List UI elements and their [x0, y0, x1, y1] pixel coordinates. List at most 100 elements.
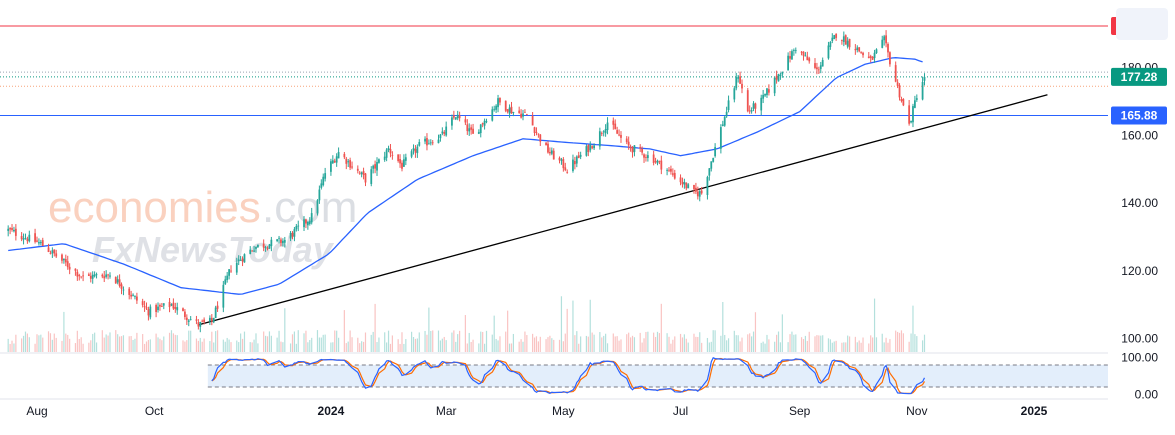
candle-body: [34, 233, 36, 242]
time-tick-label: May: [552, 404, 575, 418]
candle-body: [78, 275, 81, 277]
candle-body: [356, 168, 359, 171]
candle-body: [867, 56, 870, 59]
candle-body: [585, 146, 588, 156]
candle-body: [310, 213, 313, 223]
candle-body: [600, 132, 603, 134]
candle-body: [695, 187, 697, 192]
candle-body: [51, 250, 54, 254]
candle-body: [212, 317, 215, 323]
candle-body: [343, 153, 346, 158]
candle-body: [558, 157, 561, 161]
candle-body: [105, 274, 108, 277]
stochastic-lines: [211, 357, 926, 395]
candle-body: [239, 259, 242, 261]
candle-body: [134, 295, 136, 297]
candle-body: [827, 45, 830, 59]
candle-body: [331, 160, 334, 164]
time-tick-label: 2024: [318, 404, 345, 418]
candle-body: [22, 238, 25, 240]
watermark-fxnewstoday: FxNewsToday: [92, 229, 335, 270]
candle-body: [345, 158, 348, 164]
trendline-group[interactable]: [198, 94, 1048, 326]
candle-body: [157, 306, 159, 311]
candle-body: [710, 161, 713, 169]
candle-body: [687, 184, 690, 189]
candle-body: [61, 254, 63, 261]
candle-body: [66, 261, 69, 268]
candle-body: [714, 147, 717, 157]
candle-body: [477, 131, 480, 134]
candle-body: [424, 138, 426, 142]
candle-body: [483, 120, 486, 126]
candle-body: [506, 109, 509, 112]
candle-body: [280, 239, 282, 243]
candle-body: [281, 240, 284, 244]
candle-body: [410, 151, 413, 157]
candle-body: [564, 167, 567, 171]
candle-body: [216, 305, 219, 309]
candle-body: [427, 143, 430, 145]
candle-body: [896, 82, 899, 86]
time-tick-label: Sep: [789, 404, 811, 418]
candle-body: [468, 128, 471, 132]
candle-body: [787, 55, 790, 71]
candle-body: [64, 258, 67, 263]
candle-body: [566, 171, 569, 173]
candle-body: [673, 172, 676, 179]
candle-body: [912, 106, 914, 123]
candle-body: [297, 225, 300, 227]
candle-body: [147, 308, 150, 316]
candle-body: [760, 97, 763, 111]
candles: [7, 30, 926, 333]
candle-body: [128, 288, 131, 295]
chart-menu-button[interactable]: [1116, 8, 1168, 40]
candle-body: [470, 127, 473, 130]
candle-body: [24, 238, 27, 239]
candle-body: [337, 152, 340, 159]
candle-body: [733, 88, 736, 100]
candle-body: [295, 226, 298, 230]
candle-body: [921, 81, 924, 100]
candle-body: [840, 39, 843, 41]
trendline[interactable]: [198, 94, 1048, 326]
candle-body: [547, 143, 549, 153]
candle-body: [399, 159, 401, 164]
candle-body: [426, 138, 428, 146]
candle-body: [270, 239, 273, 247]
candle-body: [162, 303, 165, 306]
candle-body: [47, 247, 50, 253]
candle-body: [779, 75, 782, 76]
candle-body: [195, 319, 198, 321]
candle-body: [627, 141, 630, 146]
candle-body: [107, 274, 109, 276]
candle-body: [589, 144, 592, 151]
candle-body: [792, 50, 795, 51]
candle-body: [645, 157, 647, 158]
candle-body: [889, 52, 891, 65]
candle-body: [170, 304, 173, 306]
candle-body: [374, 164, 376, 169]
candle-body: [174, 307, 177, 310]
candle-body: [913, 100, 916, 108]
candle-body: [646, 155, 649, 159]
candle-body: [510, 106, 513, 114]
candle-body: [397, 154, 400, 162]
candle-body: [804, 55, 807, 57]
candle-body: [208, 317, 211, 322]
candle-body: [370, 169, 373, 184]
candle-body: [712, 158, 715, 162]
candle-body: [305, 219, 307, 224]
candle-body: [159, 305, 161, 307]
candle-body: [522, 113, 524, 117]
candle-body: [255, 246, 257, 249]
candle-body: [414, 148, 417, 153]
candle-body: [491, 109, 494, 121]
watermark-economies: economies: [48, 183, 261, 232]
horizontal-levels[interactable]: [0, 25, 1108, 116]
candle-body: [120, 284, 123, 289]
candle-body: [499, 97, 501, 103]
candle-body: [915, 98, 918, 100]
candle-body: [141, 301, 144, 306]
